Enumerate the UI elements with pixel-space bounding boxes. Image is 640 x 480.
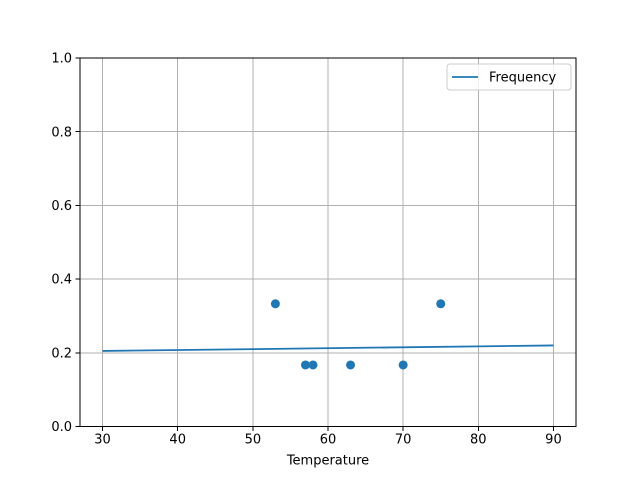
y-tick-label: 0.4 [51,273,72,288]
scatter-point [300,360,310,370]
y-tick-label: 0.2 [51,346,72,361]
scatter-point [308,360,318,370]
x-tick-label: 80 [470,433,487,448]
y-tick-label: 0.6 [51,199,72,214]
y-tick-label: 0.8 [51,125,72,140]
x-tick-label: 40 [169,433,186,448]
x-tick-label: 90 [545,433,562,448]
x-tick-label: 30 [94,433,111,448]
scatter-point [398,360,408,370]
scatter-point [436,299,446,309]
legend-label: Frequency [489,71,556,86]
x-tick-label: 70 [395,433,412,448]
frequency-trend-line [102,344,554,352]
y-tick-label: 0.0 [51,420,72,435]
y-tick-label: 1.0 [51,52,72,67]
x-axis-label: Temperature [286,454,369,469]
legend-box [446,63,572,91]
x-tick-label: 50 [245,433,262,448]
scatter-point [270,299,280,309]
scatter-point [346,360,356,370]
x-tick-label: 60 [320,433,337,448]
